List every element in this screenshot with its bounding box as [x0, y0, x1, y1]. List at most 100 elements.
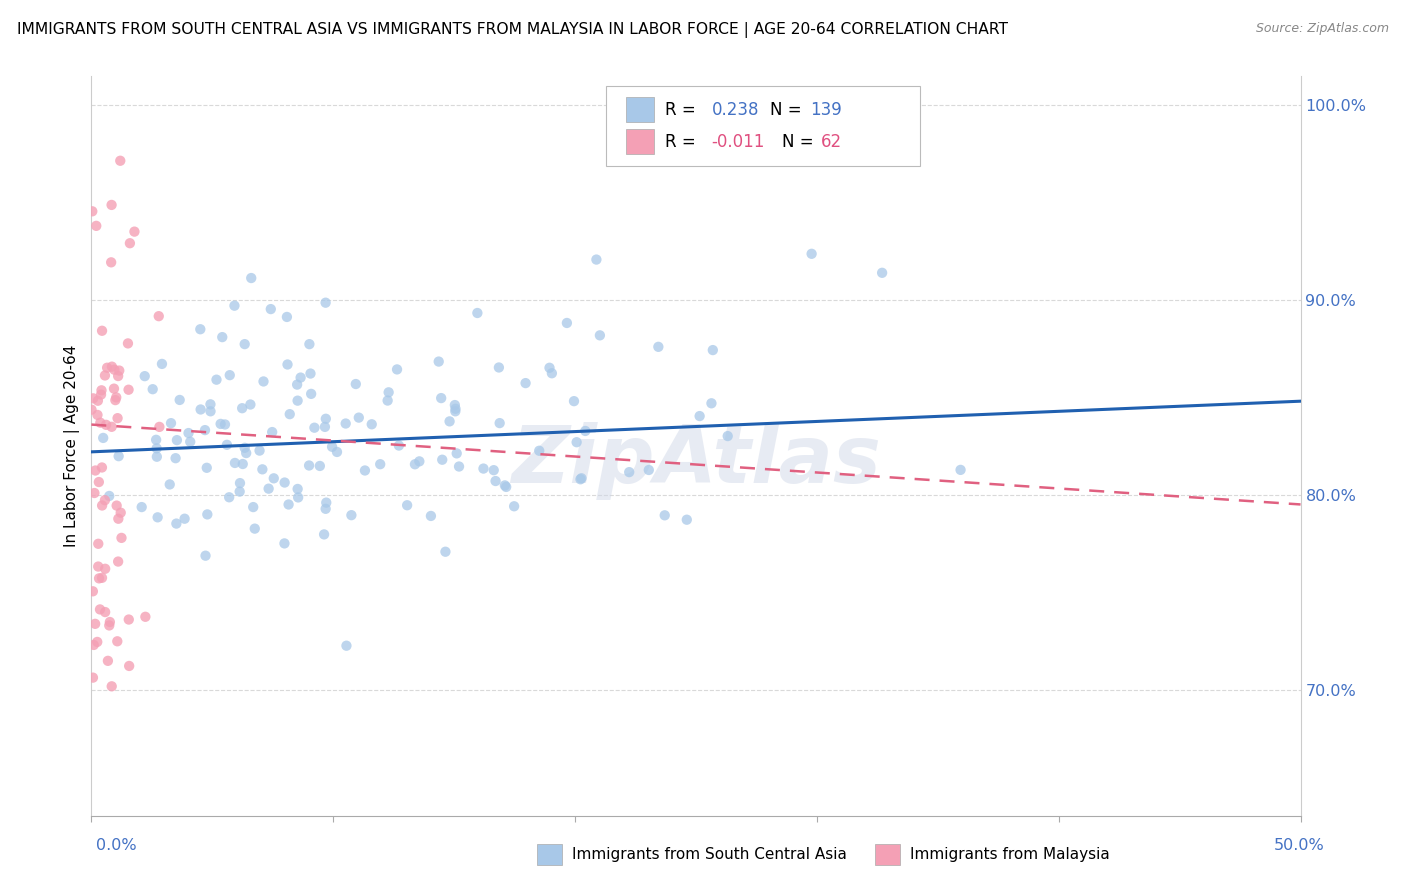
Point: [444, 398, 467, 412]
Point: [396, 498, 419, 512]
Point: [94, 605, 117, 619]
Point: [529, 443, 551, 458]
Point: [565, 435, 588, 450]
Point: [100, 198, 122, 212]
Point: [146, 450, 169, 464]
Point: [277, 498, 299, 512]
Point: [949, 463, 972, 477]
Point: [235, 446, 257, 460]
Point: [117, 383, 139, 397]
Point: [569, 472, 592, 486]
Point: [263, 471, 285, 485]
Text: 50.0%: 50.0%: [1274, 838, 1324, 853]
Point: [80, 402, 103, 417]
Point: [488, 416, 510, 430]
Point: [142, 382, 165, 396]
Point: [82, 584, 104, 599]
Text: R =: R =: [665, 101, 702, 119]
Point: [700, 396, 723, 410]
Point: [647, 340, 669, 354]
Point: [214, 417, 236, 432]
Point: [278, 407, 301, 421]
Point: [444, 401, 467, 416]
Text: 0.0%: 0.0%: [96, 838, 136, 853]
Point: [430, 391, 453, 405]
Text: ZipAtlas: ZipAtlas: [510, 422, 882, 500]
Point: [218, 490, 240, 504]
Text: Immigrants from South Central Asia: Immigrants from South Central Asia: [572, 847, 848, 862]
Point: [562, 394, 585, 409]
Point: [103, 362, 125, 376]
Point: [105, 390, 128, 404]
Point: [385, 362, 408, 376]
Point: [134, 369, 156, 384]
Point: [87, 393, 110, 408]
Point: [717, 429, 740, 443]
Point: [240, 271, 263, 285]
Point: [408, 454, 430, 468]
Point: [224, 299, 246, 313]
Point: [82, 392, 104, 406]
Point: [495, 480, 517, 494]
Point: [538, 360, 561, 375]
Point: [335, 639, 357, 653]
Point: [619, 465, 641, 479]
Point: [239, 397, 262, 411]
Point: [377, 393, 399, 408]
Text: N =: N =: [782, 133, 818, 151]
Point: [86, 635, 108, 649]
Point: [97, 654, 120, 668]
Point: [347, 410, 370, 425]
Point: [467, 306, 489, 320]
Point: [160, 416, 183, 430]
Point: [177, 425, 200, 440]
Point: [87, 559, 110, 574]
Text: 139: 139: [810, 101, 842, 119]
Point: [118, 659, 141, 673]
Point: [150, 357, 173, 371]
Point: [434, 545, 457, 559]
Point: [145, 433, 167, 447]
Point: [494, 478, 516, 492]
Point: [94, 368, 117, 383]
Point: [87, 537, 110, 551]
Point: [287, 393, 309, 408]
Point: [107, 369, 129, 384]
Point: [233, 441, 256, 455]
Point: [315, 495, 337, 509]
Point: [205, 373, 228, 387]
Point: [188, 322, 211, 336]
Point: [231, 401, 253, 416]
Point: [134, 609, 156, 624]
Point: [84, 463, 107, 477]
Point: [124, 225, 146, 239]
Point: [503, 500, 526, 514]
Point: [482, 463, 505, 477]
Point: [118, 236, 141, 251]
Point: [107, 512, 129, 526]
Point: [276, 358, 298, 372]
Point: [368, 457, 391, 471]
Text: IMMIGRANTS FROM SOUTH CENTRAL ASIA VS IMMIGRANTS FROM MALAYSIA IN LABOR FORCE | : IMMIGRANTS FROM SOUTH CENTRAL ASIA VS IM…: [17, 22, 1008, 38]
Point: [195, 460, 218, 475]
Point: [447, 459, 470, 474]
Point: [287, 491, 309, 505]
Text: Immigrants from Malaysia: Immigrants from Malaysia: [910, 847, 1109, 862]
Point: [98, 615, 121, 629]
Point: [105, 499, 128, 513]
Point: [427, 354, 450, 368]
Point: [107, 555, 129, 569]
Point: [377, 385, 399, 400]
Point: [870, 266, 893, 280]
Point: [315, 411, 337, 425]
Point: [344, 377, 367, 392]
Point: [145, 442, 167, 456]
Point: [299, 387, 322, 401]
Text: 0.238: 0.238: [711, 101, 759, 119]
Point: [173, 512, 195, 526]
Point: [200, 397, 222, 411]
Point: [108, 363, 131, 377]
Point: [243, 522, 266, 536]
Point: [101, 359, 124, 374]
Point: [439, 414, 461, 428]
